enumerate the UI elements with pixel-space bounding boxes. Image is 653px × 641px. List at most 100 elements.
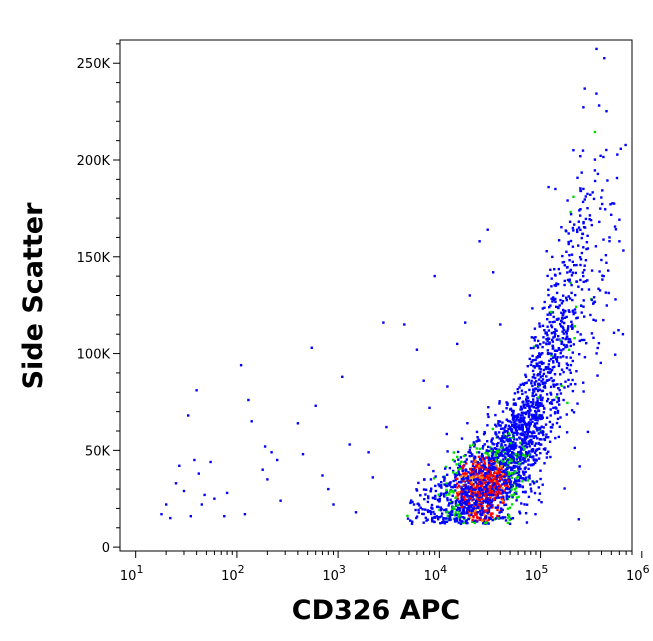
dense-point — [473, 445, 476, 448]
dense-point — [563, 316, 567, 319]
dense-point — [526, 433, 529, 436]
dense-point — [532, 458, 535, 461]
dense-point — [527, 379, 530, 382]
dense-point — [493, 482, 496, 485]
dense-point — [531, 376, 534, 379]
dense-point — [510, 476, 514, 480]
dense-point — [521, 392, 524, 396]
dense-point — [612, 331, 616, 334]
dense-point — [530, 336, 533, 339]
dense-point — [551, 423, 554, 426]
dense-point — [482, 522, 485, 525]
dense-point — [498, 402, 501, 405]
dense-point — [497, 496, 501, 499]
dense-point — [479, 517, 482, 520]
dense-point — [514, 415, 518, 419]
dense-point — [449, 513, 452, 516]
dense-point — [579, 228, 582, 232]
dense-point — [521, 427, 524, 430]
dense-point — [589, 219, 593, 222]
dense-point — [542, 447, 546, 451]
dense-point — [460, 498, 464, 501]
dense-point — [549, 430, 553, 433]
dense-point — [550, 352, 553, 356]
dense-point — [505, 473, 509, 476]
dense-point — [572, 312, 575, 316]
dense-point — [443, 475, 446, 478]
dense-point — [519, 405, 523, 408]
dense-point — [497, 422, 500, 425]
dense-point — [491, 484, 494, 488]
dense-point — [558, 272, 562, 275]
dense-point — [432, 477, 436, 480]
dense-point — [537, 402, 540, 405]
dense-point — [440, 507, 443, 511]
dense-point — [595, 47, 598, 51]
dense-point — [468, 516, 472, 519]
y-tick-label-4: 200K — [77, 154, 111, 169]
dense-point — [504, 468, 507, 471]
dense-point — [439, 522, 442, 525]
dense-point — [469, 472, 472, 475]
dense-point — [506, 402, 509, 405]
dense-point — [571, 298, 574, 302]
dense-point — [562, 398, 565, 402]
dense-point — [512, 456, 515, 459]
dense-point — [535, 459, 538, 462]
dense-point — [518, 510, 521, 513]
dense-point — [467, 451, 470, 454]
dense-point — [503, 516, 507, 519]
dense-point — [519, 455, 523, 458]
dense-point — [552, 336, 555, 339]
dense-point — [560, 340, 563, 343]
dense-point — [512, 435, 515, 438]
dense-point — [535, 422, 539, 425]
dense-point — [551, 399, 554, 402]
dense-point — [541, 374, 544, 378]
dense-point — [472, 478, 476, 481]
dense-point — [534, 442, 538, 445]
dense-point — [515, 496, 519, 499]
dense-point — [489, 514, 493, 517]
dense-point — [552, 356, 555, 359]
dense-point — [499, 470, 502, 474]
dense-point — [494, 464, 498, 467]
dense-point — [497, 467, 501, 471]
dense-point — [496, 494, 499, 498]
dense-point — [478, 480, 482, 484]
dense-point — [515, 486, 518, 490]
dense-point — [539, 417, 542, 421]
dense-point — [494, 476, 497, 479]
dense-point — [492, 458, 496, 461]
dense-point — [448, 466, 452, 470]
dense-point — [501, 517, 504, 520]
dense-point — [509, 426, 512, 429]
dense-point — [409, 499, 413, 502]
dense-point — [457, 480, 461, 484]
dense-point — [473, 458, 476, 462]
dense-point — [544, 331, 547, 334]
dense-point — [476, 463, 480, 466]
dense-point — [438, 497, 441, 501]
dense-point — [586, 234, 589, 237]
dense-point — [523, 435, 526, 439]
dense-point — [510, 414, 514, 417]
dense-point — [462, 510, 465, 513]
dense-point — [472, 515, 475, 519]
dense-point — [490, 454, 494, 458]
sparse-point — [239, 364, 243, 367]
dense-point — [469, 490, 472, 493]
dense-point — [480, 472, 483, 475]
dense-point — [490, 457, 493, 460]
dense-point — [473, 443, 476, 446]
dense-point — [428, 509, 432, 513]
dense-point — [564, 330, 568, 333]
dense-point — [499, 452, 503, 455]
dense-point — [481, 474, 485, 478]
dense-point — [487, 489, 491, 492]
dense-point — [476, 516, 479, 520]
dense-point — [510, 461, 513, 465]
dense-point — [453, 460, 456, 463]
dense-point — [552, 398, 556, 402]
dense-point — [512, 431, 516, 435]
